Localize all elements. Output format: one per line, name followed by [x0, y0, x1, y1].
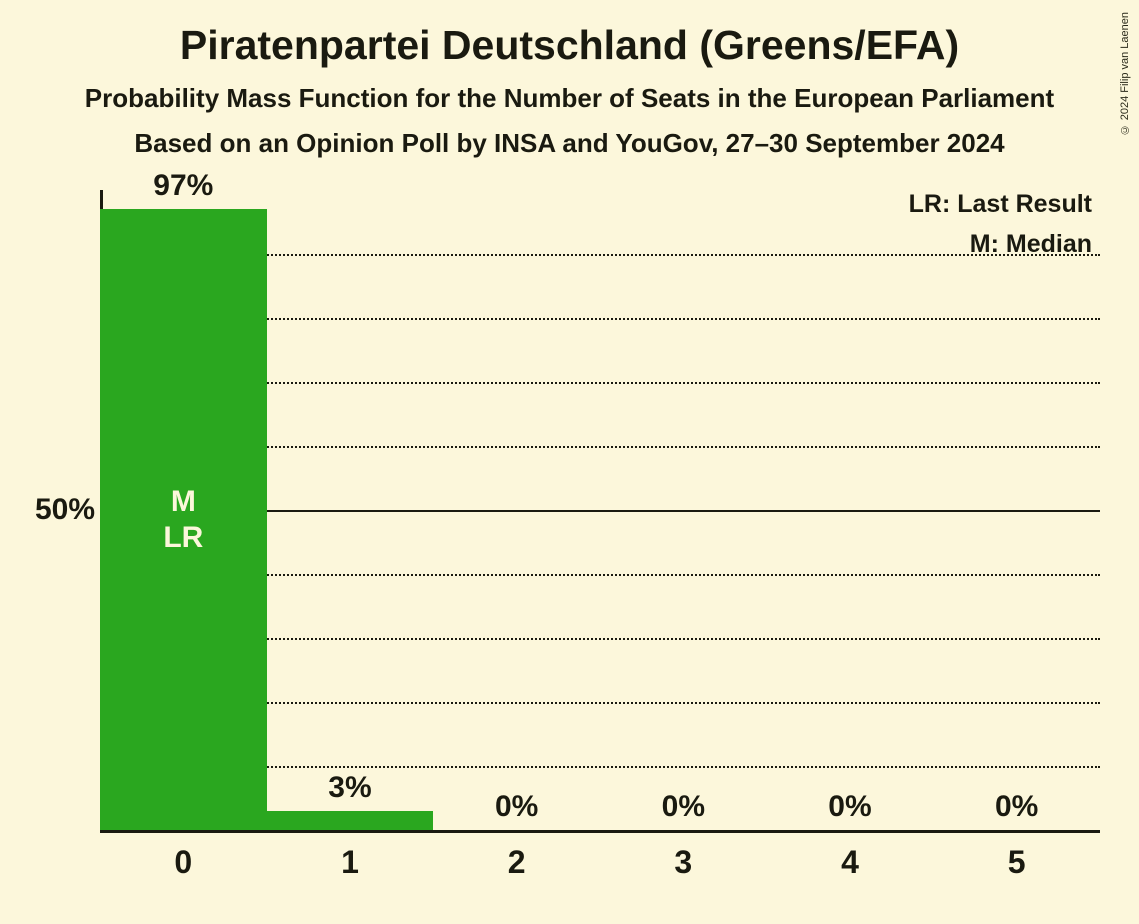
x-tick-label: 4	[767, 844, 934, 881]
x-tick-label: 0	[100, 844, 267, 881]
chart-subtitle-2: Based on an Opinion Poll by INSA and You…	[0, 128, 1139, 159]
legend-m: M: Median	[909, 224, 1092, 264]
bar	[267, 811, 434, 830]
chart-container: LR: Last Result M: Median 50%97%3%0%0%0%…	[30, 190, 1110, 890]
x-tick-label: 2	[433, 844, 600, 881]
bar-value-label: 0%	[433, 790, 600, 824]
bar-value-label: 0%	[600, 790, 767, 824]
legend: LR: Last Result M: Median	[909, 184, 1092, 264]
x-tick-label: 3	[600, 844, 767, 881]
y-tick-label: 50%	[35, 493, 90, 527]
bar-annotation: MLR	[100, 484, 267, 556]
x-tick-label: 1	[267, 844, 434, 881]
chart-title: Piratenpartei Deutschland (Greens/EFA)	[0, 0, 1139, 69]
x-axis	[100, 830, 1100, 833]
plot-area: LR: Last Result M: Median 50%97%3%0%0%0%…	[100, 190, 1100, 830]
bar-value-label: 97%	[100, 169, 267, 203]
bar-value-label: 0%	[933, 790, 1100, 824]
chart-subtitle-1: Probability Mass Function for the Number…	[0, 83, 1139, 114]
x-tick-label: 5	[933, 844, 1100, 881]
bar-value-label: 0%	[767, 790, 934, 824]
copyright-text: © 2024 Filip van Laenen	[1119, 12, 1131, 135]
legend-lr: LR: Last Result	[909, 184, 1092, 224]
bar-value-label: 3%	[267, 771, 434, 805]
